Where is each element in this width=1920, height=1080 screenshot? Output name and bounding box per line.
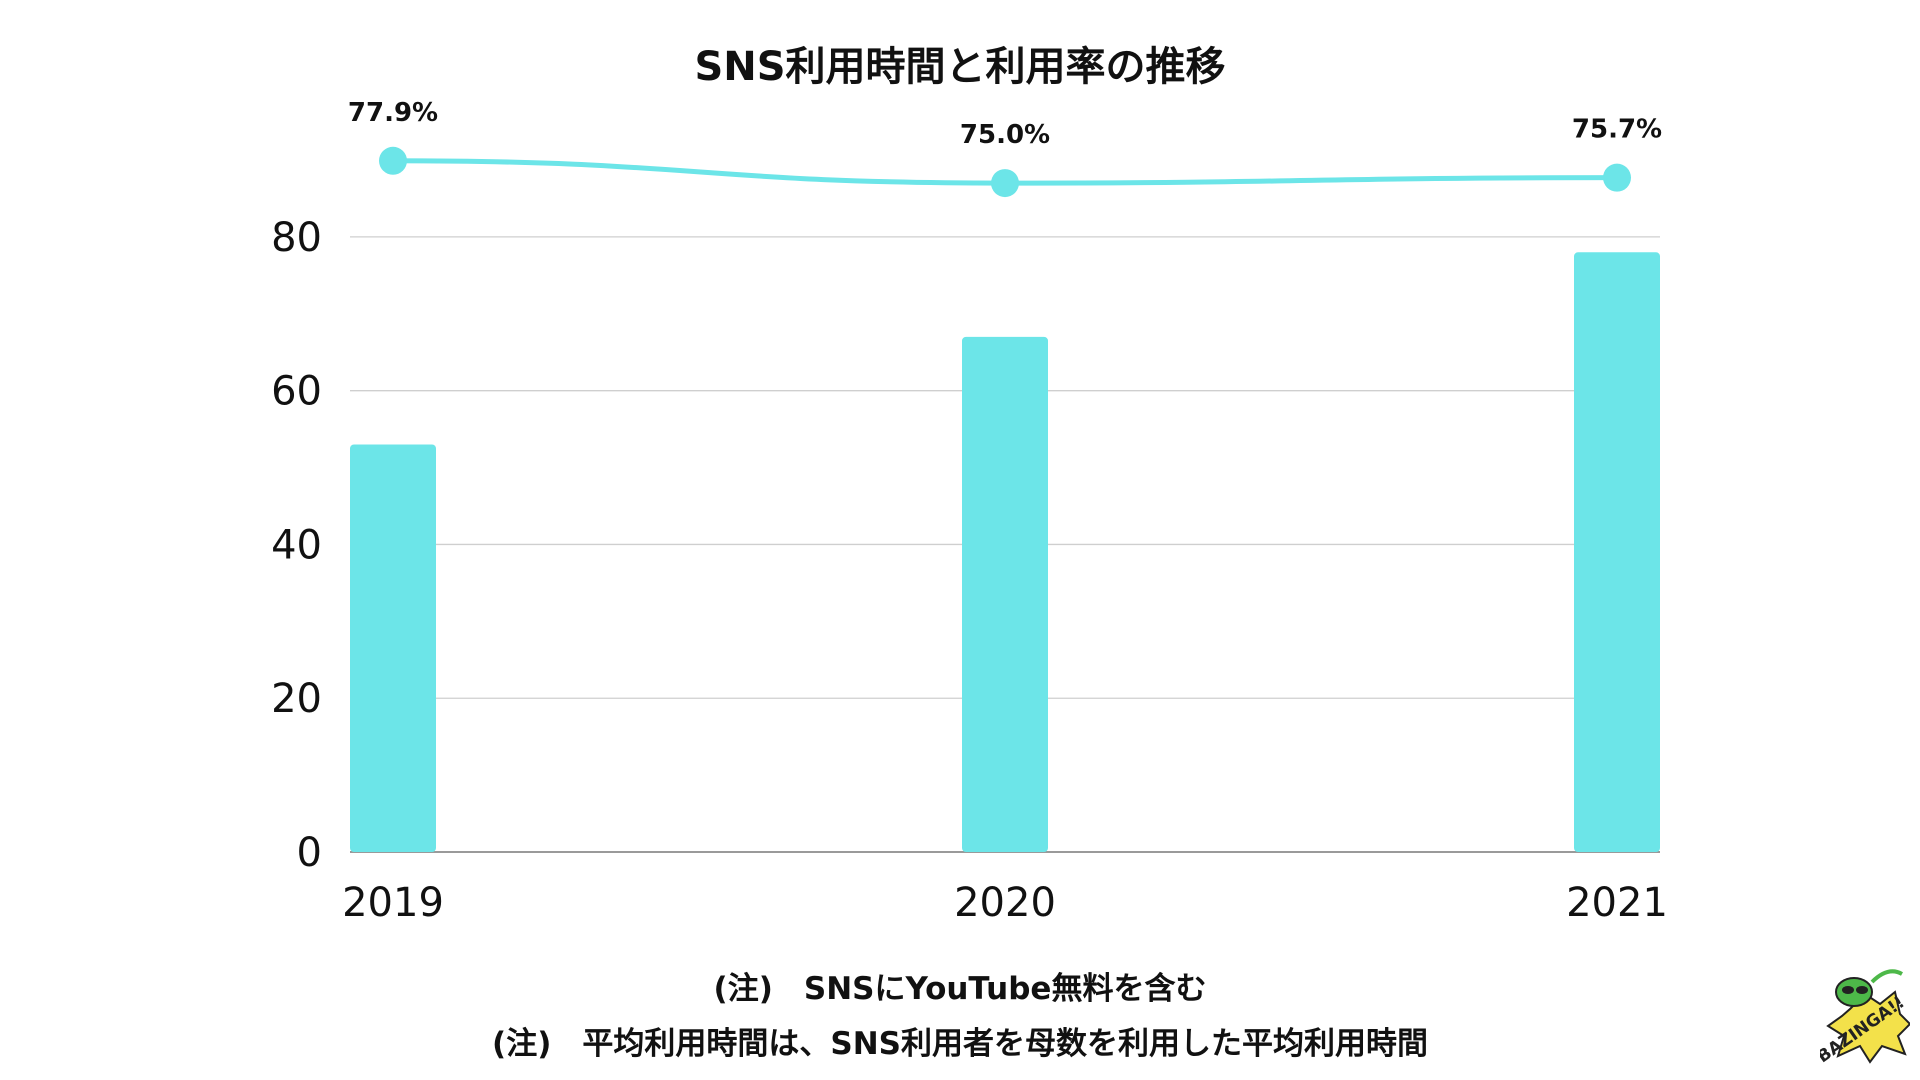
data-label: 77.9% [348,98,438,128]
y-tick-label: 40 [271,522,322,568]
x-tick-label: 2020 [954,880,1056,926]
x-axis-ticks: 2019 2020 2021 [342,880,1668,926]
footnote-1: (注) SNSにYouTube無料を含む [713,971,1207,1007]
y-tick-label: 80 [271,215,322,261]
bar [962,336,1048,852]
x-tick-label: 2021 [1566,880,1668,926]
chart-title: SNS利用時間と利用率の推移 [694,44,1226,90]
bazinga-logo: BAZINGA!! [1820,969,1910,1064]
line-series: 77.9% 75.0% 75.7% [348,98,1662,198]
data-label: 75.7% [1572,115,1662,145]
y-tick-label: 20 [271,676,322,722]
bar [350,444,436,852]
bar [1574,252,1660,852]
bar-series [350,252,1660,852]
line-point [991,169,1019,198]
y-tick-label: 60 [271,369,322,415]
y-axis-ticks: 0 20 40 60 80 [271,215,322,876]
line-point [379,146,407,175]
y-tick-label: 0 [297,830,322,876]
data-label: 75.0% [960,120,1050,150]
x-tick-label: 2019 [342,880,444,926]
line-point [1603,163,1631,192]
footnote-2: (注) 平均利用時間は、SNS利用者を母数を利用した平均利用時間 [492,1026,1428,1062]
